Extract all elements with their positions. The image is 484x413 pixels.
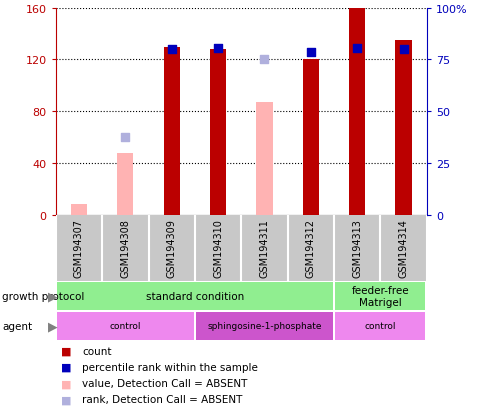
Text: feeder-free
Matrigel: feeder-free Matrigel (351, 285, 408, 307)
Text: value, Detection Call = ABSENT: value, Detection Call = ABSENT (82, 378, 247, 388)
Text: ■: ■ (60, 394, 71, 404)
Point (260, 57, 268, 64)
Point (214, 45, 222, 52)
Text: GSM194309: GSM194309 (166, 218, 176, 277)
Point (121, 135, 129, 141)
Text: agent: agent (2, 321, 32, 331)
Text: ▶: ▶ (47, 319, 57, 332)
Bar (57, 282, 332, 310)
Bar (256, 103, 272, 215)
Text: percentile rank within the sample: percentile rank within the sample (82, 362, 258, 372)
Text: GSM194313: GSM194313 (351, 218, 362, 277)
Bar (335, 282, 424, 310)
Text: sphingosine-1-phosphate: sphingosine-1-phosphate (207, 321, 321, 330)
Bar (196, 312, 332, 340)
Text: control: control (364, 321, 395, 330)
Text: growth protocol: growth protocol (2, 291, 85, 301)
Text: GSM194307: GSM194307 (74, 218, 84, 278)
Bar (394, 41, 411, 215)
Text: ■: ■ (60, 362, 71, 372)
Bar (57, 312, 193, 340)
Point (399, 47, 407, 53)
Bar (71, 205, 87, 215)
Bar (302, 60, 318, 215)
Text: rank, Detection Call = ABSENT: rank, Detection Call = ABSENT (82, 394, 242, 404)
Bar (210, 50, 226, 215)
Point (306, 49, 314, 56)
Text: GSM194308: GSM194308 (120, 218, 130, 277)
Bar (163, 47, 180, 215)
Text: ▶: ▶ (47, 290, 57, 303)
Point (167, 47, 175, 53)
Point (353, 45, 361, 52)
Text: control: control (109, 321, 141, 330)
Text: count: count (82, 346, 112, 356)
Text: GSM194310: GSM194310 (212, 218, 223, 277)
Text: ■: ■ (60, 346, 71, 356)
Bar (335, 312, 424, 340)
Text: GSM194314: GSM194314 (398, 218, 408, 277)
Text: GSM194311: GSM194311 (259, 218, 269, 277)
Text: GSM194312: GSM194312 (305, 218, 315, 278)
Bar (348, 9, 364, 215)
Text: standard condition: standard condition (146, 291, 243, 301)
Text: ■: ■ (60, 378, 71, 388)
Bar (117, 153, 133, 215)
